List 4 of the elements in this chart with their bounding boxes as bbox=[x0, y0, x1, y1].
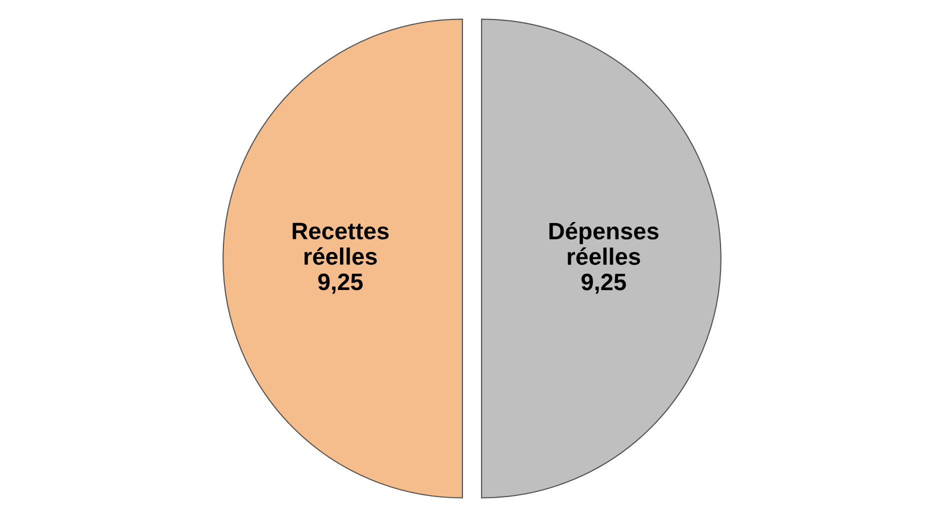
slice-label: Dépenses réelles bbox=[549, 222, 658, 265]
data-label: 9,25 bbox=[318, 274, 363, 294]
data-label: 9,25 bbox=[581, 274, 626, 294]
slice-label: Recettes réelles bbox=[292, 222, 389, 265]
